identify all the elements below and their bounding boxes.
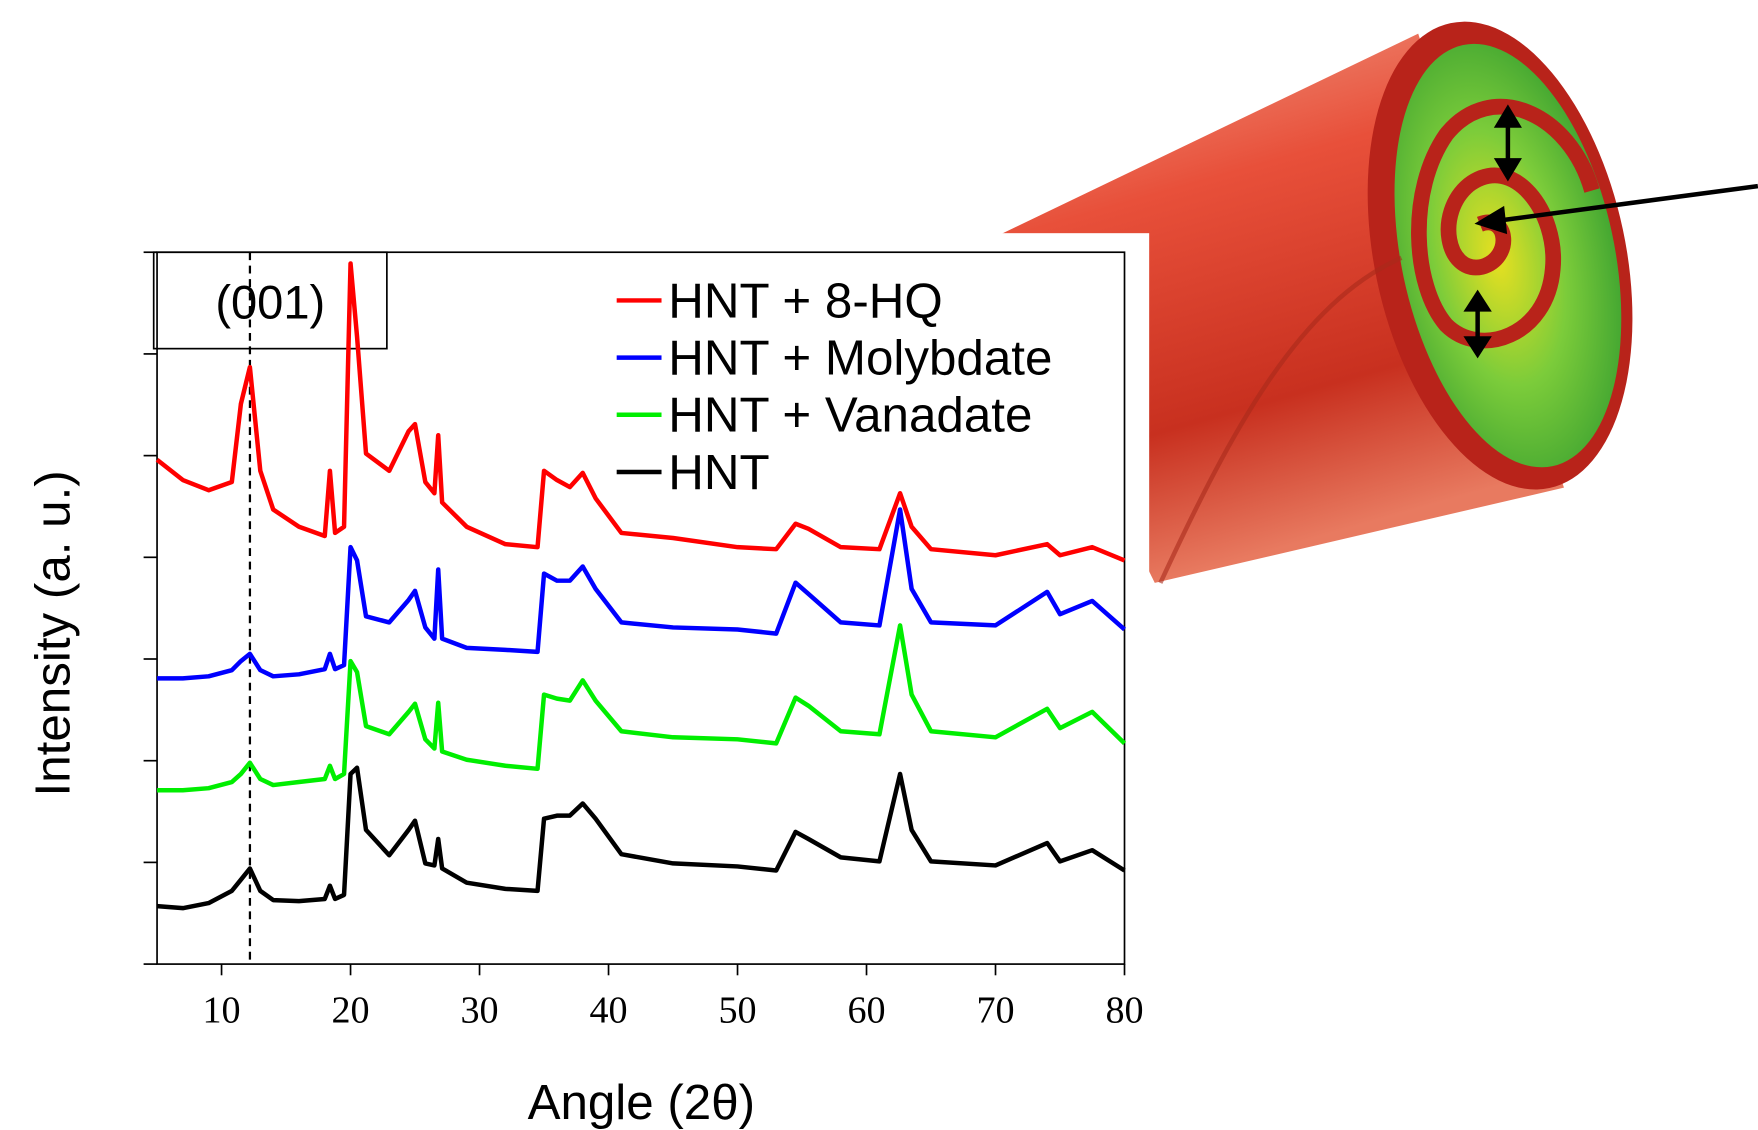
x-tick-label: 30 — [460, 989, 498, 1031]
legend-label: HNT + Vanadate — [668, 388, 1032, 443]
x-tick-label: 80 — [1105, 989, 1143, 1031]
page: {"chart_data": { "type": "line", "x_labe… — [0, 0, 1758, 1130]
y-axis-title: Intensity (a. u.) — [26, 470, 81, 796]
legend-label: HNT — [668, 445, 769, 500]
x-tick-label: 60 — [847, 989, 885, 1031]
x-axis-title: Angle (2θ) — [528, 1075, 756, 1130]
x-tick-label: 20 — [331, 989, 369, 1031]
x-tick-label: 40 — [589, 989, 627, 1031]
x-tick-label: 50 — [718, 989, 756, 1031]
x-tick-label: 70 — [976, 989, 1014, 1031]
figure: Angle (2θ) Intensity (a. u.) 10 20 30 40 50 6… — [0, 0, 1758, 1130]
legend-label: HNT + Molybdate — [668, 330, 1052, 385]
legend-label: HNT + 8-HQ — [668, 273, 942, 328]
x-tick-label: 10 — [202, 989, 240, 1031]
annotation-label: (001) — [215, 275, 325, 328]
